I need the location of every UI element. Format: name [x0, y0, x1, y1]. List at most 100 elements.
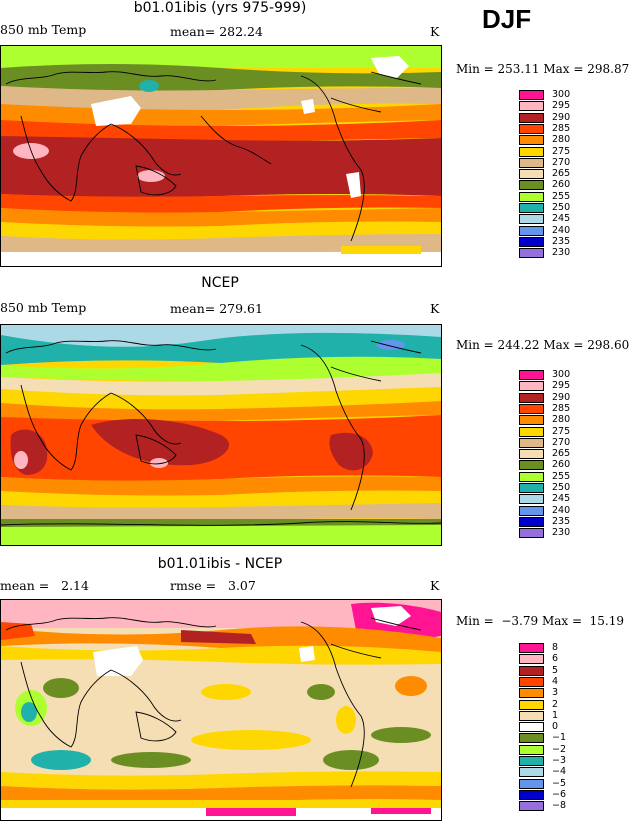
- legend-swatch: [519, 123, 544, 134]
- legend-swatch: [519, 135, 544, 146]
- legend-swatch: [519, 225, 544, 236]
- legend-swatch: [519, 516, 544, 527]
- legend-label: 5: [552, 664, 559, 676]
- legend-swatch: [519, 688, 544, 699]
- legend-label: 6: [552, 653, 559, 665]
- legend-label: 265: [552, 168, 571, 180]
- legend-swatch: [519, 437, 544, 448]
- panel3-minmax: Min = −3.79 Max = 15.19: [456, 614, 624, 628]
- legend-swatch: [519, 722, 544, 733]
- legend-label: 245: [552, 493, 571, 505]
- legend-label: 260: [552, 459, 571, 471]
- legend-swatch: [519, 733, 544, 744]
- legend-label: 300: [552, 369, 571, 380]
- legend-swatch: [519, 180, 544, 191]
- legend-swatch: [519, 236, 544, 247]
- legend-label: 4: [552, 675, 559, 687]
- legend-label: 290: [552, 391, 571, 403]
- legend-label: 240: [552, 224, 571, 236]
- legend-label: 250: [552, 202, 571, 213]
- legend-label: 3: [552, 687, 559, 699]
- panel2-title: NCEP: [201, 275, 239, 291]
- legend-label: 250: [552, 482, 571, 493]
- legend-label: 270: [552, 156, 571, 168]
- legend-label: 0: [552, 721, 559, 733]
- legend-swatch: [519, 392, 544, 403]
- legend-label: 230: [552, 247, 571, 259]
- legend-label: 280: [552, 414, 571, 426]
- legend-swatch: [519, 654, 544, 665]
- legend-label: 270: [552, 436, 571, 448]
- legend-swatch: [519, 471, 544, 482]
- legend-swatch: [519, 214, 544, 225]
- legend-swatch: [519, 403, 544, 414]
- legend-label: 265: [552, 448, 571, 460]
- season-label: DJF: [482, 4, 532, 34]
- legend-label: 275: [552, 145, 571, 157]
- legend-swatch: [519, 248, 544, 259]
- legend-label: 1: [552, 709, 559, 721]
- panel1-minmax: Min = 253.11 Max = 298.87: [456, 62, 630, 76]
- legend-label: 260: [552, 179, 571, 191]
- panel2-left-label: 850 mb Temp: [0, 300, 87, 315]
- legend-label: 300: [552, 89, 571, 100]
- legend-label: −3: [552, 755, 567, 766]
- panel1-map: [0, 45, 442, 267]
- legend-swatch: [519, 381, 544, 392]
- legend-swatch: [519, 505, 544, 516]
- legend-label: 255: [552, 470, 571, 482]
- legend-swatch: [519, 494, 544, 505]
- panel2-unit: K: [430, 301, 440, 316]
- legend-swatch: [519, 157, 544, 168]
- legend-label: 240: [552, 504, 571, 516]
- legend-swatch: [519, 801, 544, 812]
- legend-swatch: [519, 90, 544, 100]
- legend-label: 255: [552, 190, 571, 202]
- panel3-unit: K: [430, 578, 440, 593]
- panel2-map: [0, 324, 442, 546]
- legend-swatch: [519, 778, 544, 789]
- legend-label: 285: [552, 402, 571, 414]
- legend-label: 230: [552, 527, 571, 539]
- legend-label: 280: [552, 134, 571, 146]
- legend-label: 295: [552, 100, 571, 112]
- panel1-mean-label: mean= 282.24: [170, 24, 263, 39]
- legend-label: 235: [552, 235, 571, 247]
- panel2-map-svg: [1, 325, 441, 545]
- panel1-map-svg: [1, 46, 441, 266]
- legend-label: −4: [552, 766, 567, 778]
- legend-label: −5: [552, 777, 567, 789]
- legend-label: 235: [552, 515, 571, 527]
- legend-label: 2: [552, 698, 559, 710]
- legend-swatch: [519, 665, 544, 676]
- legend-swatch: [519, 744, 544, 755]
- panel1-title: b01.01ibis (yrs 975-999): [133, 0, 307, 16]
- panel2-mean-label: mean= 279.61: [170, 301, 263, 316]
- legend-label: 275: [552, 425, 571, 437]
- legend-swatch: [519, 370, 544, 380]
- legend-label: −2: [552, 743, 567, 755]
- legend-label: −6: [552, 788, 567, 800]
- panel3-title: b01.01ibis - NCEP: [157, 556, 283, 572]
- legend-swatch: [519, 426, 544, 437]
- legend-label: 285: [552, 122, 571, 134]
- legend-label: 290: [552, 111, 571, 123]
- legend-label: 8: [552, 642, 559, 653]
- panel3-map-svg: [1, 600, 441, 820]
- legend-swatch: [519, 203, 544, 213]
- legend-swatch: [519, 169, 544, 180]
- legend-label: 245: [552, 213, 571, 225]
- panel2-minmax: Min = 244.22 Max = 298.60: [456, 338, 630, 352]
- legend-swatch: [519, 676, 544, 687]
- legend-swatch: [519, 460, 544, 471]
- legend-swatch: [519, 112, 544, 123]
- legend-swatch: [519, 415, 544, 426]
- legend-label: −8: [552, 800, 567, 812]
- legend-label: 295: [552, 380, 571, 392]
- legend-swatch: [519, 449, 544, 460]
- panel1-left-label: 850 mb Temp: [0, 22, 87, 37]
- legend-swatch: [519, 789, 544, 800]
- legend-swatch: [519, 483, 544, 493]
- panel1-unit: K: [430, 24, 440, 39]
- legend-swatch: [519, 191, 544, 202]
